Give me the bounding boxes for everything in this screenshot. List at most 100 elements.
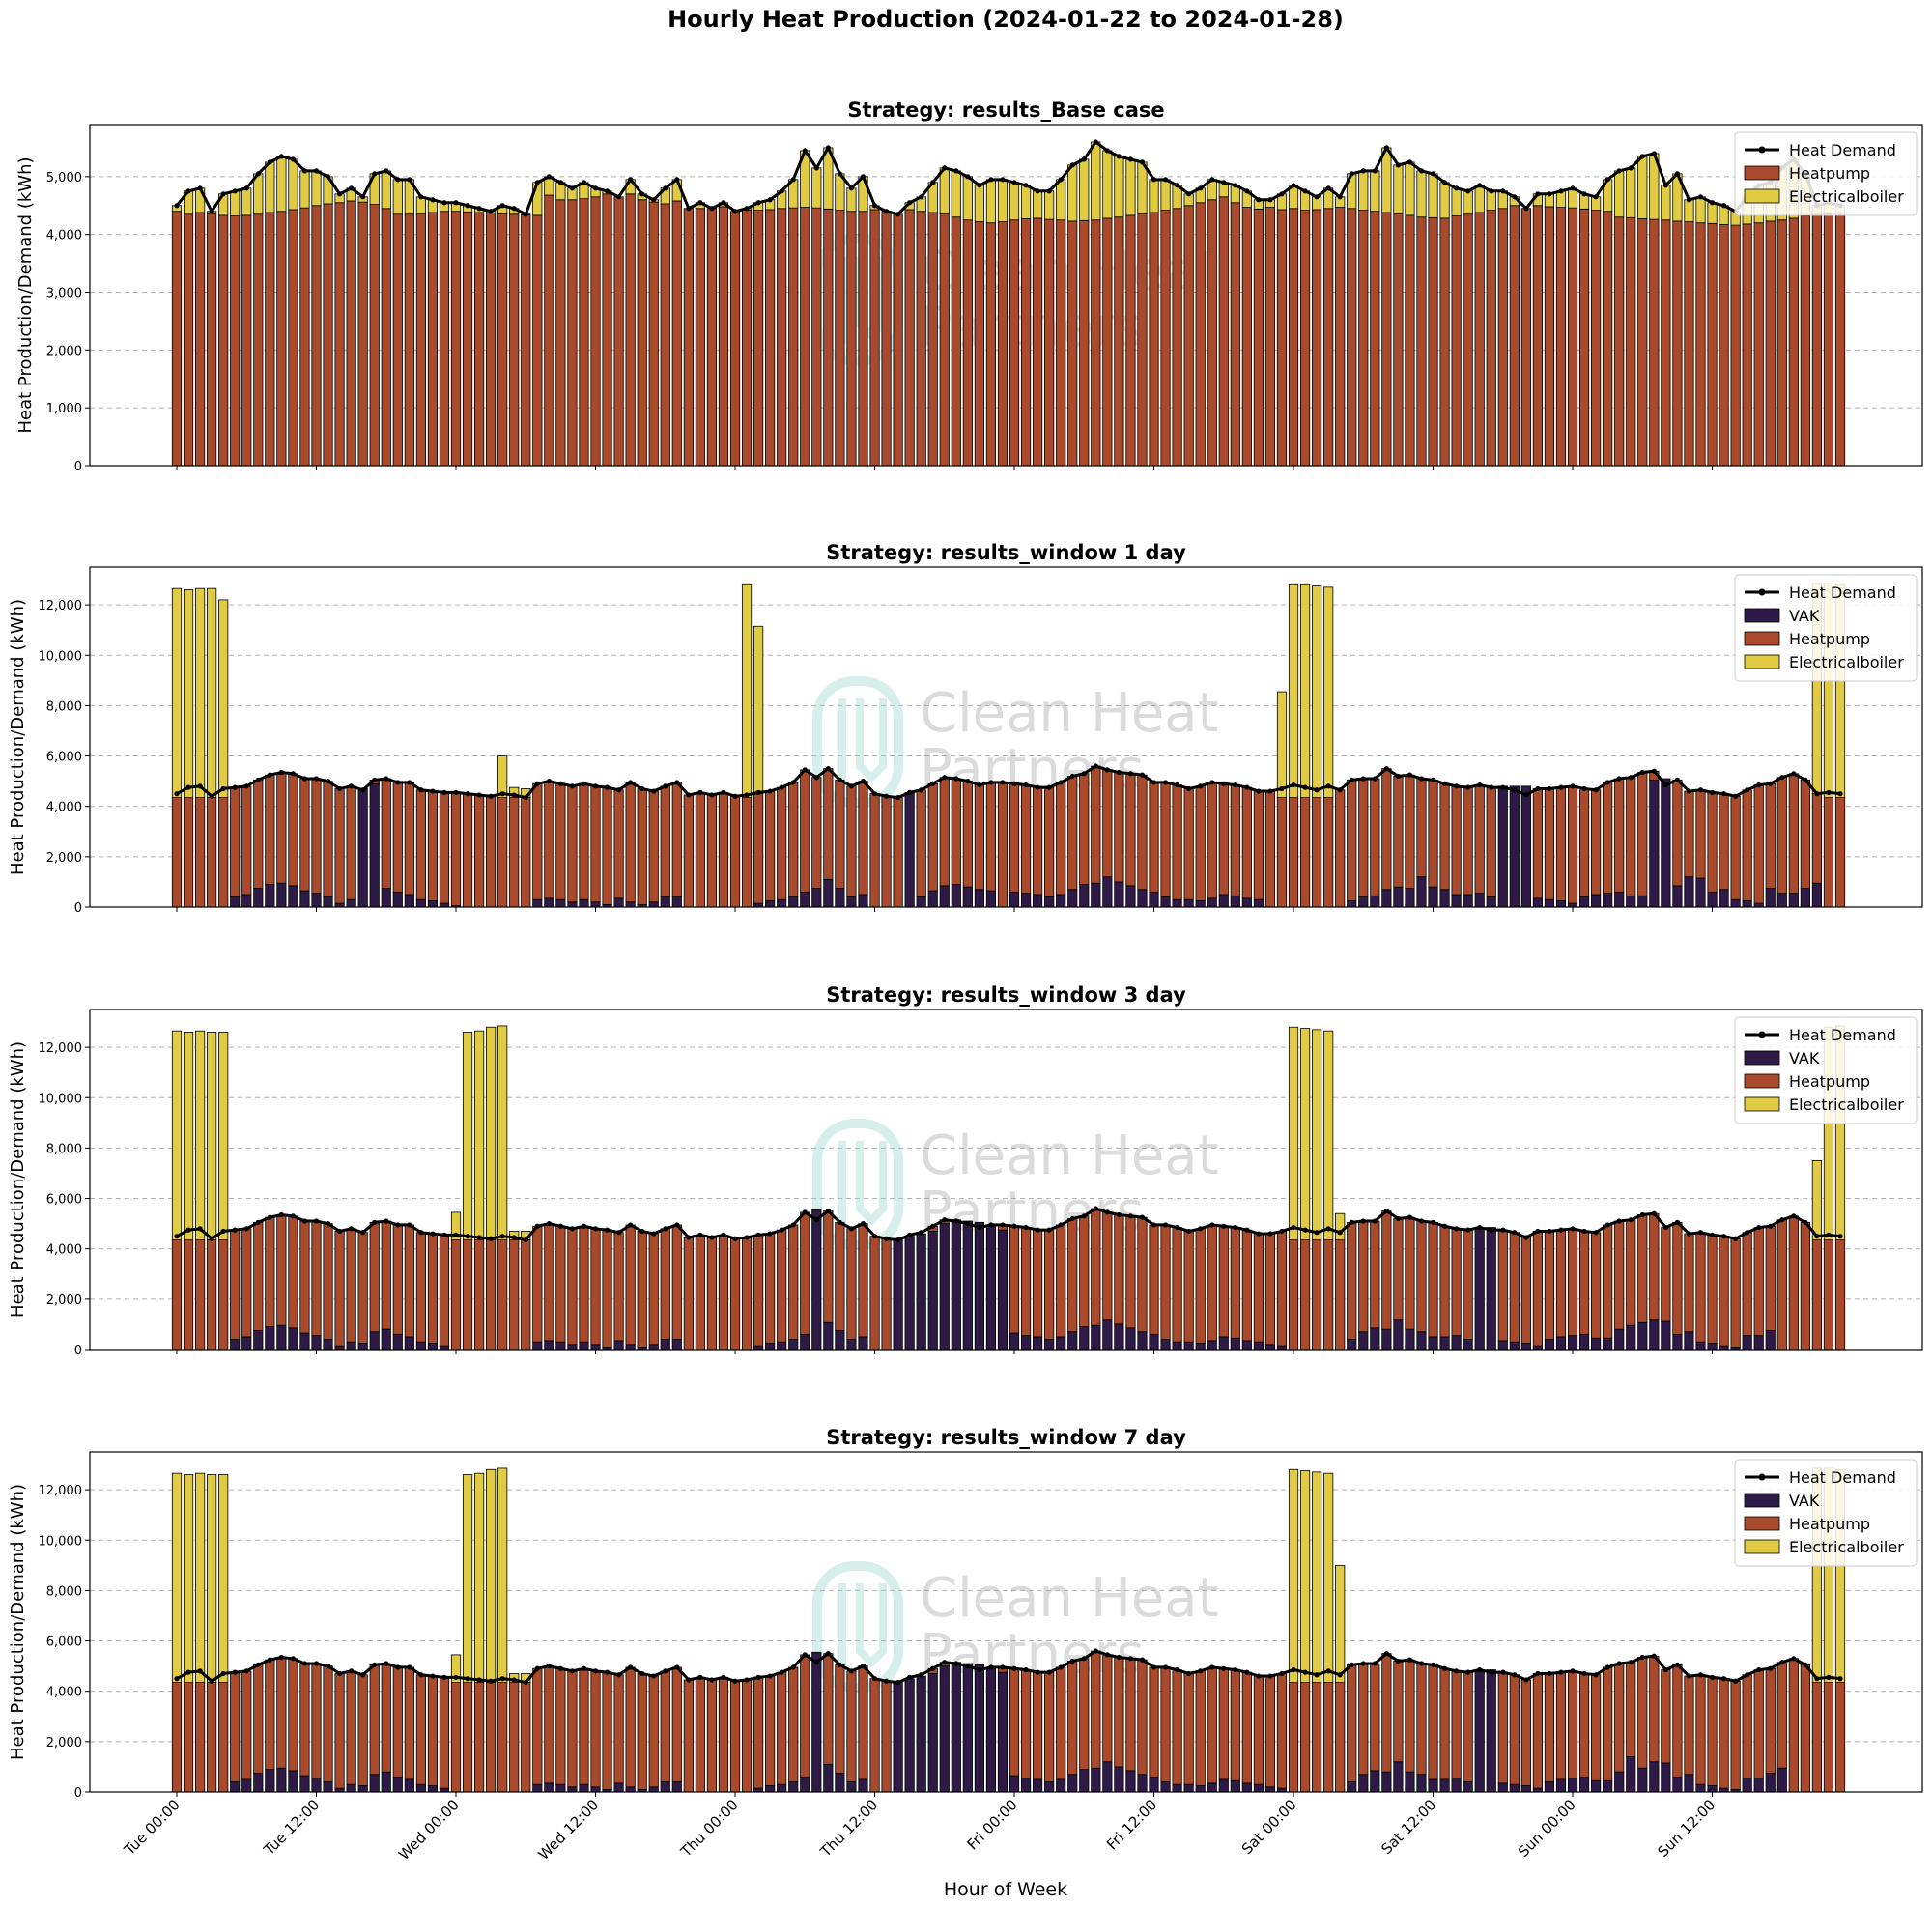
bar-vak: [1091, 1767, 1101, 1793]
bar-heatpump: [1451, 1670, 1462, 1779]
bar-heatpump: [1056, 1666, 1066, 1780]
bar-heatpump: [1264, 790, 1276, 908]
bar-heatpump: [1695, 1232, 1706, 1343]
bar-heatpump: [1532, 1231, 1544, 1347]
bar-electricalboiler: [1312, 1471, 1322, 1683]
bar-heatpump: [1474, 212, 1485, 467]
bar-vak: [288, 885, 298, 908]
bar-electricalboiler: [1335, 1212, 1346, 1240]
heat-demand-point: [895, 212, 901, 217]
heat-demand-point: [1162, 177, 1169, 183]
y-tick-label: 2,000: [46, 1736, 82, 1750]
bar-heatpump: [1684, 221, 1694, 467]
heat-demand-point: [1639, 1211, 1645, 1218]
bar-heatpump: [532, 1667, 543, 1785]
bar-heatpump: [927, 782, 938, 892]
bar-heatpump: [242, 214, 252, 467]
bar-heatpump: [450, 791, 462, 907]
bar-vak: [1009, 1775, 1020, 1793]
heat-demand-point: [372, 171, 378, 177]
bar-vak: [1637, 895, 1648, 908]
bar-vak: [823, 1763, 834, 1793]
bar-vak: [532, 1783, 543, 1793]
bar-vak: [1428, 1336, 1438, 1351]
bar-heatpump: [951, 216, 961, 467]
bar-vak: [299, 890, 310, 908]
legend-label: Heat Demand: [1789, 1026, 1896, 1044]
x-tick-label: Thu 12:00: [816, 1796, 881, 1861]
heat-demand-point: [732, 209, 738, 214]
bar-vak: [1614, 1328, 1625, 1351]
heat-demand-markers: [174, 1648, 1843, 1686]
bar-vak: [265, 1769, 275, 1793]
x-tick-label: Wed 12:00: [535, 1796, 603, 1863]
bar-heatpump: [951, 778, 961, 885]
heat-demand-point: [1512, 194, 1518, 200]
bar-heatpump: [473, 1682, 485, 1793]
heat-demand-point: [1406, 772, 1413, 778]
bar-vak: [858, 1778, 868, 1793]
heat-demand-point: [395, 1664, 401, 1670]
bar-vak: [299, 1332, 310, 1351]
heat-demand-point: [581, 1223, 587, 1229]
heat-demand-point: [1779, 1217, 1785, 1223]
bar-heatpump: [683, 1237, 694, 1351]
heat-demand-point: [360, 787, 366, 793]
bar-heatpump: [1544, 1673, 1555, 1782]
heat-demand-point: [1406, 1214, 1413, 1220]
bar-heatpump: [288, 1658, 298, 1772]
heat-demand-point: [1535, 785, 1541, 792]
heat-demand-point: [1256, 197, 1262, 203]
bar-vak: [1207, 897, 1217, 908]
heat-demand-point: [1069, 773, 1075, 780]
bar-vak: [1603, 1779, 1613, 1793]
heat-demand-point: [546, 1664, 552, 1669]
heat-demand-point: [1489, 188, 1494, 194]
heat-demand-point: [407, 780, 412, 785]
heat-demand-point: [1291, 1666, 1296, 1673]
bar-heatpump: [1370, 778, 1380, 896]
heat-demand-point: [860, 1221, 867, 1227]
watermark-text: Clean Heat: [920, 682, 1219, 745]
bar-heatpump: [521, 1682, 531, 1793]
heat-demand-point: [1814, 1676, 1820, 1682]
heat-demand-point: [604, 188, 611, 194]
legend-swatch: [1744, 631, 1780, 646]
heat-demand-point: [1011, 781, 1017, 786]
bar-vak: [1358, 896, 1369, 908]
bar-heatpump: [439, 791, 450, 904]
bar-heatpump: [1626, 1662, 1636, 1757]
heat-demand-point: [441, 789, 447, 795]
heat-demand-point: [581, 781, 587, 786]
bar-heatpump: [729, 1680, 741, 1793]
heat-demand-point: [197, 185, 203, 191]
heat-demand-point: [837, 171, 842, 177]
bar-heatpump: [194, 797, 206, 908]
bar-heatpump: [660, 203, 670, 467]
bar-electricalboiler: [497, 1467, 508, 1683]
heat-demand-point: [1104, 1209, 1110, 1215]
heat-demand-point: [1127, 1213, 1134, 1219]
heat-demand-point: [1395, 1658, 1402, 1664]
bar-heatpump: [1207, 1224, 1217, 1342]
bar-electricalboiler: [1323, 1030, 1334, 1240]
heat-demand-point: [523, 1237, 528, 1243]
heat-demand-point: [197, 1668, 203, 1674]
heat-demand-point: [628, 780, 634, 785]
bar-vak: [1603, 893, 1613, 908]
heat-demand-point: [1035, 188, 1040, 194]
bar-vak: [590, 1786, 601, 1793]
bar-heatpump: [1497, 1229, 1508, 1342]
bar-heatpump: [462, 1682, 473, 1793]
heat-demand-point: [523, 1679, 528, 1686]
bar-heatpump: [334, 202, 345, 467]
bar-vak: [253, 1773, 264, 1793]
bar-heatpump: [1823, 797, 1834, 908]
heat-demand-point: [1430, 171, 1436, 177]
bar-electricalboiler: [171, 1472, 183, 1683]
bar-electricalboiler: [242, 187, 252, 216]
bar-vak: [1497, 1782, 1508, 1793]
bar-heatpump: [648, 1675, 659, 1788]
bar-heatpump: [194, 1682, 206, 1793]
bar-heatpump: [788, 1224, 799, 1340]
